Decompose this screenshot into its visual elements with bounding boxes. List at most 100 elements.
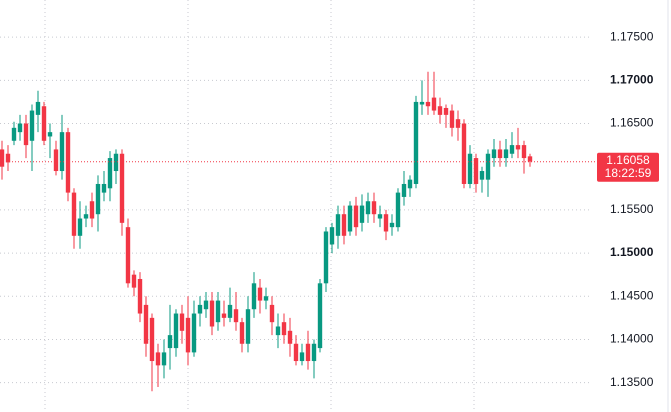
candle-body (125, 227, 131, 284)
candle-body (497, 149, 503, 159)
candle-body (143, 304, 149, 344)
candle-body (443, 107, 449, 115)
y-tick-label: 1.16500 (610, 116, 654, 130)
candle-body (161, 352, 167, 366)
candle-body (167, 335, 173, 349)
candle-body (503, 149, 509, 159)
candle-body (203, 300, 209, 310)
candle-body (317, 283, 323, 349)
y-tick-label: 1.17000 (610, 72, 654, 86)
candle-body (311, 343, 317, 362)
candle-body (419, 101, 425, 105)
candle-body (119, 153, 125, 223)
y-tick-label: 1.14500 (610, 288, 654, 302)
candle-body (509, 145, 515, 154)
candle-body (293, 343, 299, 362)
candle-body (35, 101, 41, 115)
candle-body (155, 352, 161, 366)
candle-body (329, 227, 335, 245)
y-tick-label: 1.13500 (610, 375, 654, 389)
candle-body (245, 309, 251, 344)
candle-body (407, 179, 413, 189)
candle-body (221, 313, 227, 318)
candle-body (29, 110, 35, 141)
candle-body (215, 300, 221, 323)
candle-body (389, 222, 395, 228)
candle-body (149, 317, 155, 362)
candle-body (239, 322, 245, 344)
candle-body (449, 110, 455, 128)
candle-body (185, 317, 191, 353)
price-label-box (597, 152, 659, 182)
candle-body (299, 352, 305, 362)
candle-body (263, 296, 269, 301)
candle-body (107, 158, 113, 189)
candle-body (17, 123, 23, 133)
y-tick-label: 1.14000 (610, 332, 654, 346)
candle-body (23, 123, 29, 146)
candle-body (41, 106, 47, 141)
candle-body (323, 231, 329, 284)
candle-body (305, 343, 311, 362)
candle-body (83, 214, 89, 219)
candle-body (275, 326, 281, 336)
candle-body (269, 304, 275, 323)
candle-body (341, 214, 347, 236)
candle-body (113, 153, 119, 172)
candle-body (71, 192, 77, 236)
candle-body (53, 149, 59, 172)
candle-body (431, 97, 437, 111)
candle-body (191, 313, 197, 353)
candle-body (89, 201, 95, 219)
candle-body (401, 183, 407, 197)
candle-body (77, 218, 83, 236)
candle-body (491, 149, 497, 159)
candle-body (437, 106, 443, 115)
candle-body (209, 300, 215, 327)
candle-body (383, 214, 389, 232)
candle-body (227, 304, 233, 318)
candle-body (59, 132, 65, 172)
candle-body (95, 183, 101, 215)
candle-body (371, 201, 377, 215)
candle-body (413, 101, 419, 184)
candle-body (365, 201, 371, 215)
last-price-label: 1.16058 (606, 153, 650, 167)
y-tick-label: 1.15000 (610, 245, 654, 259)
candle-body (515, 145, 521, 150)
candle-body (65, 132, 71, 193)
candle-body (101, 183, 107, 193)
candle-body (131, 274, 137, 288)
candle-body (353, 205, 359, 228)
candle-body (485, 153, 491, 180)
candle-body (0, 149, 5, 167)
candle-body (347, 205, 353, 232)
candle-body (257, 287, 263, 301)
y-tick-label: 1.17500 (610, 29, 654, 43)
candle-body (461, 123, 467, 184)
candle-body (197, 304, 203, 314)
candle-body (377, 214, 383, 219)
candle-body (395, 192, 401, 228)
candle-body (467, 153, 473, 184)
candle-body (251, 283, 257, 310)
candle-body (281, 322, 287, 336)
candle-body (455, 119, 461, 128)
candle-body (335, 214, 341, 236)
candle-body (359, 205, 365, 223)
candle-body (287, 330, 293, 344)
candle-body (479, 171, 485, 180)
candle-body (521, 145, 527, 159)
candle-body (137, 278, 143, 314)
candle-body (425, 101, 431, 107)
candle-body (5, 153, 11, 163)
countdown-label: 18:22:59 (605, 166, 652, 180)
candle-body (527, 156, 533, 162)
candle-body (473, 158, 479, 184)
candle-body (173, 313, 179, 349)
candle-body (47, 132, 53, 137)
y-tick-label: 1.15500 (610, 202, 654, 216)
candle-body (11, 127, 17, 141)
